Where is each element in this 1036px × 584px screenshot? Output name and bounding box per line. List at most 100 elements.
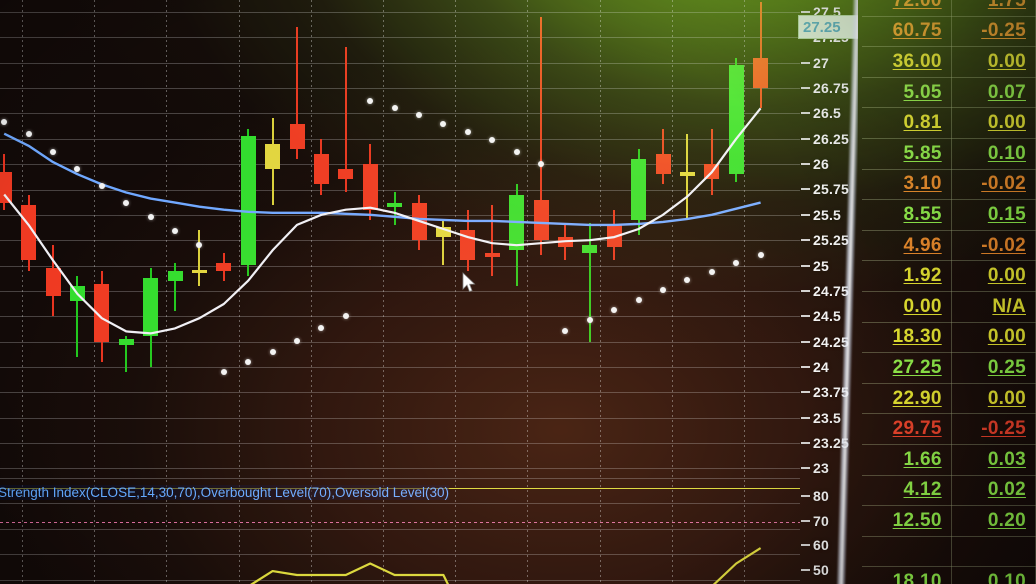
sar-dot — [757, 252, 764, 259]
rsi-axis-tick — [801, 519, 810, 522]
quote-change-cell[interactable]: 0.10 — [951, 138, 1036, 170]
price-axis-label: 23.5 — [813, 409, 842, 426]
price-axis[interactable]: 27.527.252726.7526.526.252625.7525.525.2… — [798, 0, 858, 584]
price-axis-tick — [801, 467, 810, 470]
quote-table[interactable]: 72.00 1.75 60.75 -0.25 36.00 0.00 5.05 0.07 0.81… — [862, 0, 1036, 584]
table-row[interactable]: 4.12 0.02 — [862, 475, 1036, 507]
quote-table-pane[interactable]: 72.00 1.75 60.75 -0.25 36.00 0.00 5.05 0.07 0.81… — [862, 0, 1036, 584]
quote-last-cell[interactable]: 1.92 — [862, 260, 952, 292]
sar-dot — [342, 313, 349, 320]
quote-last-cell[interactable]: 12.50 — [862, 505, 952, 537]
table-row[interactable]: 18.30 0.00 — [862, 322, 1036, 354]
quote-last-value: 27.25 — [892, 356, 942, 378]
quote-last-cell[interactable]: 5.85 — [862, 138, 952, 170]
sar-dot — [708, 268, 715, 275]
price-axis-tick — [801, 213, 810, 216]
quote-last-cell[interactable]: 22.90 — [862, 383, 952, 415]
quote-last-value: 4.12 — [903, 479, 942, 501]
table-row[interactable]: 60.75 -0.25 — [862, 16, 1036, 48]
rsi-subchart-pane[interactable]: Strength Index(CLOSE,14,30,70),Overbough… — [0, 470, 800, 584]
quote-change-cell[interactable]: 0.03 — [951, 444, 1036, 476]
sar-dot — [294, 337, 300, 344]
table-row[interactable]: 29.75 -0.25 — [862, 413, 1036, 445]
quote-last-cell[interactable]: 4.12 — [862, 475, 952, 507]
quote-change-cell[interactable]: -0.02 — [951, 169, 1036, 201]
sar-dot — [172, 228, 178, 235]
quote-last-cell[interactable]: 8.55 — [862, 199, 952, 231]
table-row[interactable]: 12.50 0.20 — [862, 505, 1036, 537]
quote-last-cell[interactable] — [862, 536, 952, 568]
price-axis-label: 25.75 — [813, 181, 850, 198]
table-row[interactable] — [862, 536, 1036, 568]
table-row[interactable]: 18.10 0.10 — [862, 566, 1036, 584]
quote-last-cell[interactable]: 18.10 — [862, 566, 952, 584]
quote-change-cell[interactable]: 0.00 — [951, 383, 1036, 415]
quote-change-cell[interactable]: 0.10 — [951, 566, 1036, 584]
quote-change-cell[interactable]: -0.25 — [951, 413, 1036, 445]
quote-last-value: 1.66 — [903, 448, 942, 470]
table-row[interactable]: 5.85 0.10 — [862, 138, 1036, 170]
sar-dot — [513, 148, 520, 155]
quote-last-value: 5.85 — [903, 142, 942, 164]
quote-last-cell[interactable]: 1.66 — [862, 444, 952, 476]
table-row[interactable]: 27.25 0.25 — [862, 352, 1036, 384]
quote-last-cell[interactable]: 36.00 — [862, 46, 952, 78]
quote-last-cell[interactable]: 72.00 — [862, 0, 952, 17]
table-row[interactable]: 8.55 0.15 — [862, 199, 1036, 231]
quote-change-value: N/A — [992, 295, 1026, 317]
price-axis-tick — [801, 416, 810, 419]
quote-change-cell[interactable]: 0.02 — [951, 475, 1036, 507]
quote-last-cell[interactable]: 60.75 — [862, 16, 952, 48]
rsi-axis-label: 70 — [813, 512, 829, 529]
table-row[interactable]: 5.05 0.07 — [862, 77, 1036, 109]
quote-last-value: 0.00 — [903, 295, 942, 317]
quote-last-cell[interactable]: 3.10 — [862, 169, 952, 201]
quote-change-cell[interactable]: 0.25 — [951, 352, 1036, 384]
quote-change-cell[interactable]: 0.00 — [951, 46, 1036, 78]
price-axis-tick — [801, 188, 810, 191]
quote-change-cell[interactable]: 0.00 — [951, 260, 1036, 292]
quote-last-value: 8.55 — [903, 203, 942, 225]
table-row[interactable]: 72.00 1.75 — [862, 0, 1036, 17]
quote-last-cell[interactable]: 27.25 — [862, 352, 952, 384]
quote-change-cell[interactable]: 1.75 — [951, 0, 1036, 17]
quote-last-cell[interactable]: 29.75 — [862, 413, 952, 445]
quote-change-value: 0.10 — [987, 571, 1026, 584]
table-row[interactable]: 1.92 0.00 — [862, 260, 1036, 292]
sar-dot — [147, 213, 154, 220]
price-axis-tick — [801, 441, 810, 444]
quote-change-cell[interactable]: -0.02 — [951, 230, 1036, 262]
quote-change-cell[interactable]: 0.00 — [951, 322, 1036, 354]
rsi-line-series — [250, 547, 762, 584]
quote-change-cell[interactable]: 0.20 — [951, 505, 1036, 537]
quote-change-cell[interactable]: N/A — [951, 291, 1036, 323]
fast-moving-average-line — [3, 107, 762, 335]
price-axis-tick — [801, 264, 810, 267]
quote-last-cell[interactable]: 18.30 — [862, 322, 952, 354]
price-axis-tick — [801, 239, 810, 242]
quote-change-cell[interactable] — [951, 536, 1036, 568]
quote-last-cell[interactable]: 0.81 — [862, 107, 952, 139]
quote-change-cell[interactable]: 0.15 — [951, 199, 1036, 231]
quote-change-cell[interactable]: -0.25 — [951, 16, 1036, 48]
table-row[interactable]: 4.96 -0.02 — [862, 230, 1036, 262]
table-row[interactable]: 0.81 0.00 — [862, 107, 1036, 139]
quote-last-cell[interactable]: 4.96 — [862, 230, 952, 262]
quote-change-cell[interactable]: 0.07 — [951, 77, 1036, 109]
price-axis-tick — [801, 87, 810, 90]
table-row[interactable]: 3.10 -0.02 — [862, 169, 1036, 201]
price-axis-label: 26 — [813, 156, 829, 173]
current-price-label: 27.25 — [798, 15, 858, 40]
table-row[interactable]: 1.66 0.03 — [862, 444, 1036, 476]
sar-dot — [123, 199, 130, 206]
price-axis-tick — [801, 163, 810, 166]
quote-last-cell[interactable]: 0.00 — [862, 291, 952, 323]
price-chart-pane[interactable] — [0, 0, 800, 470]
table-row[interactable]: 22.90 0.00 — [862, 383, 1036, 415]
quote-change-cell[interactable]: 0.00 — [951, 107, 1036, 139]
table-row[interactable]: 36.00 0.00 — [862, 46, 1036, 78]
table-row[interactable]: 0.00 N/A — [862, 291, 1036, 323]
quote-last-cell[interactable]: 5.05 — [862, 77, 952, 109]
price-axis-label: 26.75 — [813, 80, 850, 97]
sar-dot — [50, 148, 56, 155]
